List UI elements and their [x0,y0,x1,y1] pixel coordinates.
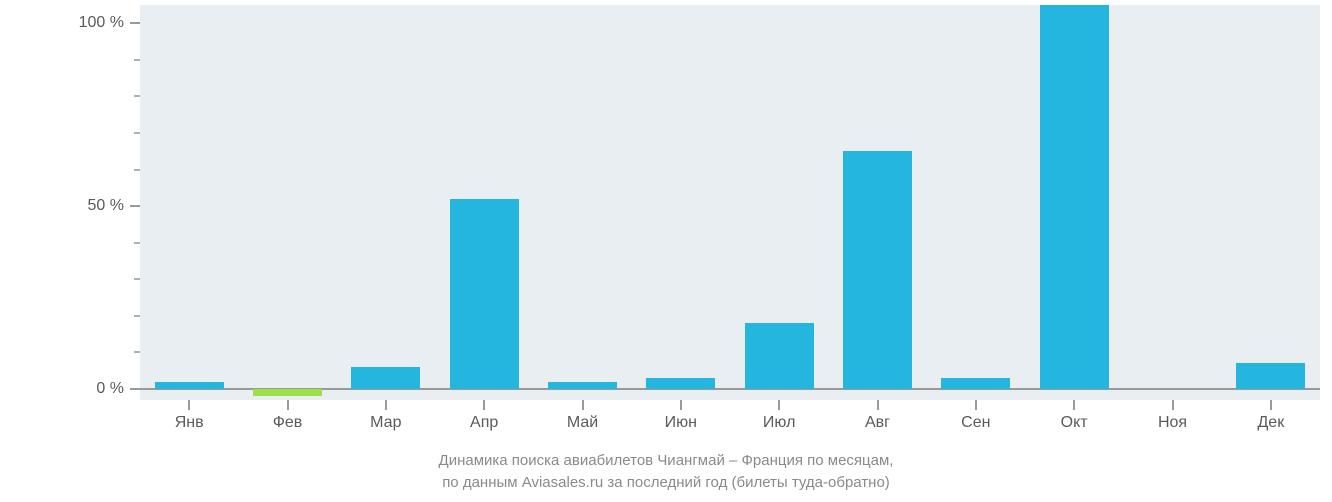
bar [646,378,715,389]
x-tick-label: Авг [865,414,890,432]
x-tick-label: Фев [273,414,303,432]
y-tick-label: 0 % [96,380,124,398]
bar [745,323,814,389]
plot-area [140,5,1320,400]
x-tick-label: Мар [370,414,401,432]
bar [548,382,617,389]
x-tick-label: Окт [1061,414,1088,432]
x-tick-mark [287,400,289,410]
x-tick-label: Апр [470,414,498,432]
x-tick-label: Июл [763,414,795,432]
x-tick-mark [483,400,485,410]
x-tick-mark [778,400,780,410]
x-tick-label: Ноя [1158,414,1187,432]
x-tick-label: Май [567,414,598,432]
bar [253,389,322,396]
x-tick-mark [1270,400,1272,410]
x-tick-mark [385,400,387,410]
bar [843,151,912,389]
y-tick-label: 50 % [88,197,124,215]
x-tick-label: Янв [175,414,204,432]
y-tick-mark [130,22,140,24]
y-minor-tick [134,95,140,97]
x-tick-mark [582,400,584,410]
x-tick-mark [680,400,682,410]
caption-line-2: по данным Aviasales.ru за последний год … [0,474,1332,491]
y-minor-tick [134,315,140,317]
bar [155,382,224,389]
x-axis: Янв Фев Мар Апр Май Июн Июл Авг Сен Окт Ноя Дек [140,400,1320,440]
x-tick-mark [975,400,977,410]
bar [450,199,519,389]
x-tick-label: Июн [665,414,697,432]
y-minor-tick [134,169,140,171]
y-minor-tick [134,351,140,353]
caption-line-1: Динамика поиска авиабилетов Чиангмай – Ф… [0,452,1332,469]
x-tick-mark [877,400,879,410]
bar [1040,5,1109,389]
y-minor-tick [134,59,140,61]
y-tick-mark [130,388,140,390]
bar [351,367,420,389]
y-minor-tick [134,132,140,134]
y-tick-mark [130,205,140,207]
x-tick-mark [1073,400,1075,410]
bar [941,378,1010,389]
chart-container: 0 % 50 % 100 % Янв Фев Мар Апр Май Июн Июл Авг Сен… [0,0,1332,502]
x-tick-mark [188,400,190,410]
y-minor-tick [134,278,140,280]
x-tick-mark [1172,400,1174,410]
y-minor-tick [134,242,140,244]
y-tick-label: 100 % [79,14,124,32]
x-tick-label: Сен [961,414,990,432]
bar [1236,363,1305,389]
y-axis: 0 % 50 % 100 % [0,5,140,400]
bars-group [140,5,1320,400]
x-tick-label: Дек [1257,414,1284,432]
